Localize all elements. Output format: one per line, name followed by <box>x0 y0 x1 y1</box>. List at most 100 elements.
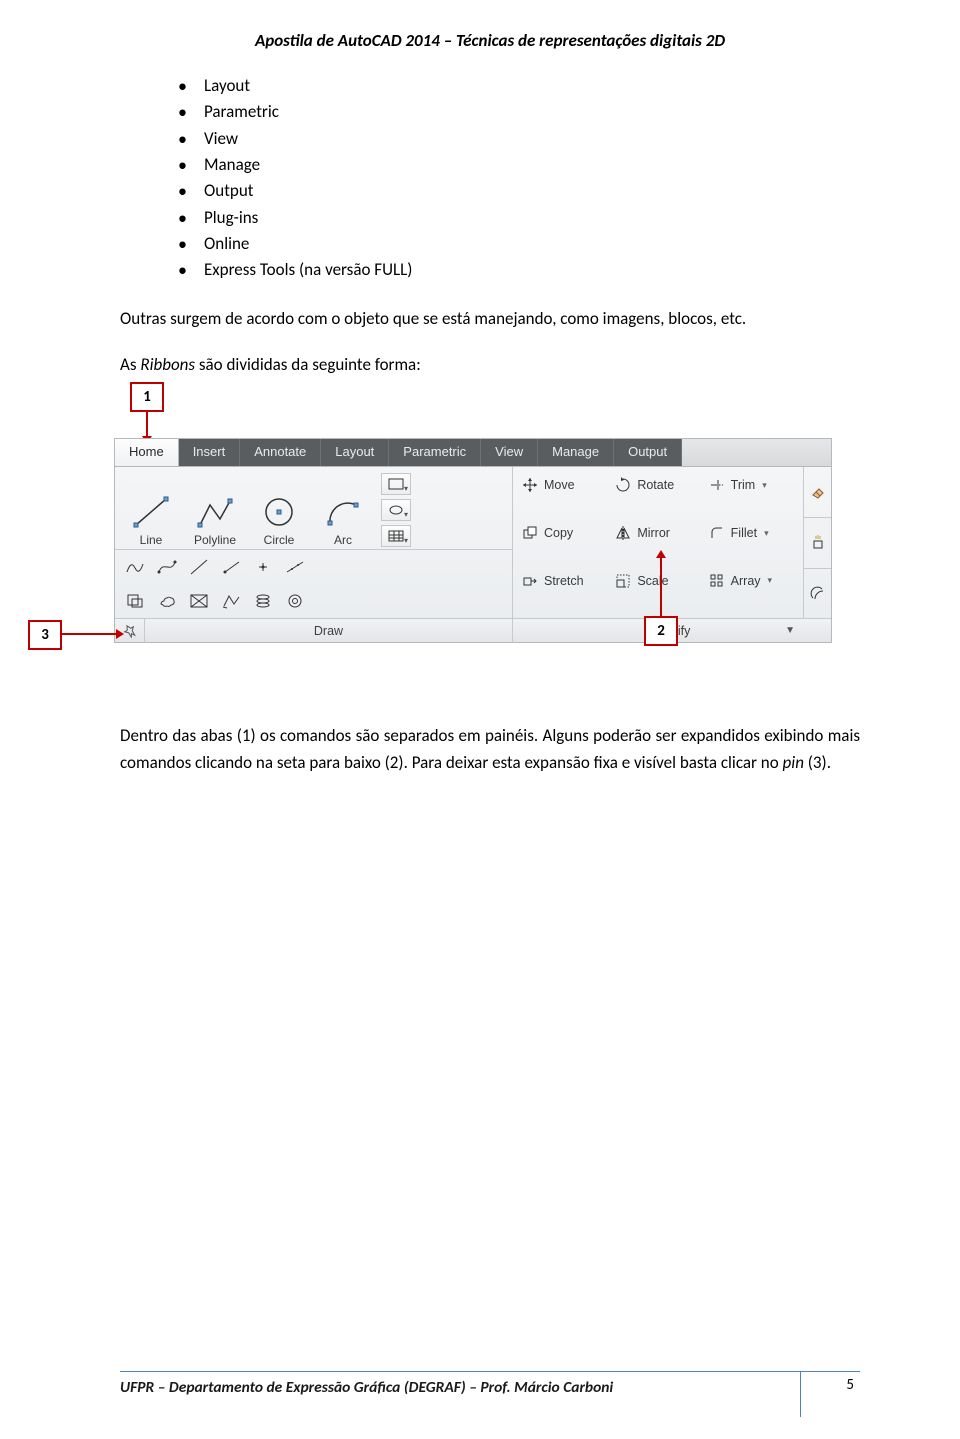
polyline-tool[interactable]: Polyline <box>185 493 245 547</box>
fillet-label: Fillet <box>731 526 757 540</box>
erase-button[interactable] <box>804 467 831 518</box>
region-icon[interactable] <box>123 590 147 612</box>
wipeout-icon[interactable] <box>187 590 211 612</box>
tab-home[interactable]: Home <box>115 439 179 466</box>
page-footer: UFPR – Departamento de Expressão Gráfica… <box>120 1371 860 1397</box>
draw-panel: Line Polyline Circle <box>115 467 513 642</box>
rotate-icon <box>614 476 632 494</box>
rotate-label: Rotate <box>637 478 674 492</box>
paragraph-1: Outras surgem de acordo com o objeto que… <box>120 306 860 332</box>
text-italic: Ribbons <box>140 354 195 375</box>
copy-button[interactable]: Copy <box>521 521 608 545</box>
callout-2: 2 <box>644 616 678 646</box>
offset-button[interactable] <box>804 569 831 619</box>
list-item: Layout <box>178 73 860 99</box>
page-number-box: 5 <box>800 1371 860 1417</box>
list-item: Manage <box>178 152 860 178</box>
rectangle-button[interactable]: ▾ <box>381 473 411 495</box>
callout-3-arrowhead <box>116 629 124 639</box>
text: As <box>120 354 140 375</box>
trim-icon <box>708 476 726 494</box>
rotate-button[interactable]: Rotate <box>614 473 701 497</box>
line-tool[interactable]: Line <box>121 493 181 547</box>
tab-manage[interactable]: Manage <box>538 439 614 466</box>
text: são divididas da seguinte forma: <box>195 354 421 375</box>
draw-panel-title: Draw <box>145 624 512 638</box>
ray-icon[interactable] <box>219 556 243 578</box>
ribbon-tabs: Home Insert Annotate Layout Parametric V… <box>115 439 831 467</box>
helix-icon[interactable] <box>251 590 275 612</box>
scale-label: Scale <box>637 574 668 588</box>
callout-1: 1 <box>130 382 164 412</box>
text: Dentro das abas (1) os comandos são sepa… <box>120 725 860 772</box>
3d-polyline-icon[interactable] <box>219 590 243 612</box>
tab-output[interactable]: Output <box>614 439 682 466</box>
mirror-button[interactable]: Mirror <box>614 521 701 545</box>
polyline-icon <box>193 493 237 531</box>
scale-button[interactable]: Scale <box>614 569 701 593</box>
fillet-icon <box>708 524 726 542</box>
trim-button[interactable]: Trim▾ <box>708 473 795 497</box>
pin-icon <box>123 624 137 638</box>
move-button[interactable]: Move <box>521 473 608 497</box>
fillet-button[interactable]: Fillet▾ <box>708 521 795 545</box>
page-header: Apostila de AutoCAD 2014 – Técnicas de r… <box>120 30 860 51</box>
text-italic: pin <box>783 752 804 773</box>
spline-fit-icon[interactable] <box>123 556 147 578</box>
hatch-button[interactable]: ▾ <box>381 525 411 547</box>
trim-label: Trim <box>731 478 756 492</box>
paragraph-2: As Ribbons são divididas da seguinte for… <box>120 352 860 378</box>
point-icon[interactable] <box>251 556 275 578</box>
chevron-down-icon: ▼ <box>785 625 795 636</box>
move-label: Move <box>544 478 575 492</box>
move-icon <box>521 476 539 494</box>
callout-1-arrow <box>146 412 148 438</box>
bullet-list: Layout Parametric View Manage Output Plu… <box>178 73 860 284</box>
array-label: Array <box>731 574 761 588</box>
spline-cv-icon[interactable] <box>155 556 179 578</box>
explode-button[interactable] <box>804 518 831 569</box>
circle-tool[interactable]: Circle <box>249 493 309 547</box>
text: (3). <box>804 752 831 773</box>
callout-2-arrow <box>660 556 662 616</box>
list-item: Parametric <box>178 99 860 125</box>
modify-narrow-col <box>803 467 831 618</box>
explode-icon <box>810 535 826 551</box>
divide-icon[interactable] <box>283 556 307 578</box>
page-number: 5 <box>846 1376 854 1394</box>
callout-3-arrow <box>62 633 118 635</box>
tab-annotate[interactable]: Annotate <box>240 439 321 466</box>
array-button[interactable]: Array▾ <box>708 569 795 593</box>
arc-icon <box>321 493 365 531</box>
autocad-ribbon: Home Insert Annotate Layout Parametric V… <box>114 438 832 643</box>
list-item: Plug-ins <box>178 205 860 231</box>
copy-label: Copy <box>544 526 573 540</box>
mirror-icon <box>614 524 632 542</box>
draw-row-1 <box>115 550 512 584</box>
arc-label: Arc <box>313 533 373 547</box>
footer-text: UFPR – Departamento de Expressão Gráfica… <box>120 1378 860 1397</box>
ellipse-button[interactable]: ▾ <box>381 499 411 521</box>
stretch-button[interactable]: Stretch <box>521 569 608 593</box>
line-icon <box>129 493 173 531</box>
stretch-label: Stretch <box>544 574 584 588</box>
offset-icon <box>810 586 826 602</box>
tab-insert[interactable]: Insert <box>179 439 241 466</box>
paragraph-3: Dentro das abas (1) os comandos são sepa… <box>120 723 860 776</box>
line-label: Line <box>121 533 181 547</box>
draw-row-2 <box>115 584 512 618</box>
ribbon-figure: 1 Home Insert Annotate Layout Parametric… <box>120 438 860 643</box>
callout-2-arrowhead <box>656 550 666 558</box>
tab-layout[interactable]: Layout <box>321 439 389 466</box>
arc-tool[interactable]: Arc <box>313 493 373 547</box>
circle-icon <box>257 493 301 531</box>
mirror-label: Mirror <box>637 526 670 540</box>
erase-icon <box>810 484 826 500</box>
circle-label: Circle <box>249 533 309 547</box>
xline-icon[interactable] <box>187 556 211 578</box>
tab-view[interactable]: View <box>481 439 538 466</box>
draw-small-buttons: ▾ ▾ ▾ <box>381 473 411 547</box>
donut-icon[interactable] <box>283 590 307 612</box>
revision-cloud-icon[interactable] <box>155 590 179 612</box>
tab-parametric[interactable]: Parametric <box>389 439 481 466</box>
